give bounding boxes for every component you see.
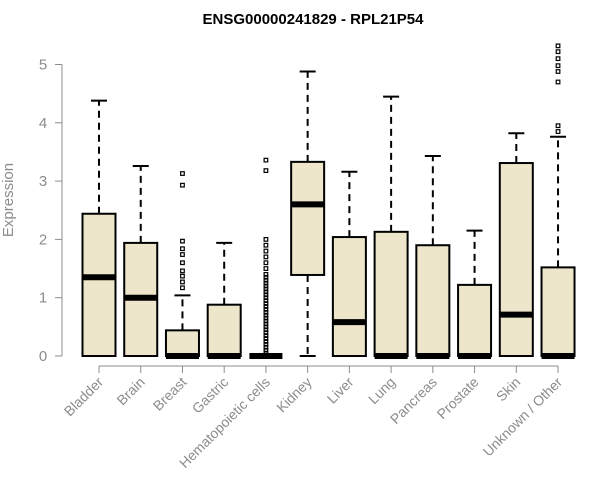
outlier-point [555,56,561,62]
outlier-point [180,268,185,274]
outlier-point [263,347,269,353]
outlier-point [263,277,269,283]
box-bladder [81,99,117,357]
outlier-point [263,333,269,338]
box-pancreas [415,155,451,359]
y-axis: 0 1 2 3 4 5 [39,57,63,365]
y-tick-label: 1 [39,290,47,307]
outlier-point [263,248,269,254]
outlier-point [263,315,269,321]
outlier-point [263,271,269,277]
outlier-point [263,327,269,333]
x-tick-label: Bladder [61,374,107,420]
outlier-point [263,266,269,271]
y-axis-label: Expression [0,163,17,237]
outlier-point [263,339,269,344]
outlier-point [263,312,269,318]
outlier-point [555,43,561,49]
box-skin [498,132,534,357]
outlier-point [263,318,269,324]
x-tick-label: Kidney [273,374,315,416]
outlier-point [263,324,269,330]
outlier-point [263,344,269,350]
box-brain [123,164,159,357]
outlier-point [263,274,269,280]
box-gastric [206,241,242,359]
outlier-point [263,237,269,242]
outlier-point [263,301,269,306]
x-tick-label: Lung [365,374,398,407]
outlier-point [263,321,269,327]
box-iqr [81,212,117,357]
outlier-point [263,306,269,312]
outlier-point [180,285,185,291]
box-iqr [498,162,534,357]
outlier-point [263,242,269,248]
outlier-point [180,238,185,244]
box-iqr [164,329,200,357]
outlier-point [180,171,185,176]
box-hematopoietic-cells [249,157,283,359]
outlier-point [180,273,185,279]
outlier-point [263,280,269,286]
outlier-point [263,157,269,163]
y-tick-label: 0 [39,348,47,365]
outlier-point [555,63,561,69]
box-breast [164,171,200,359]
x-tick-label: Skin [493,374,524,405]
x-tick-label: Breast [150,374,190,414]
chart-title: ENSG00000241829 - RPL21P54 [203,11,425,28]
box-iqr [373,230,409,357]
box-iqr [457,283,493,357]
outlier-point [263,341,269,347]
y-tick-label: 5 [39,57,47,74]
box-unknown-other [540,43,576,359]
outlier-point [180,252,185,257]
outlier-point [263,309,269,315]
outlier-point [263,283,269,289]
outlier-point [263,298,269,304]
box-iqr [290,160,326,276]
outlier-point [555,49,561,55]
y-tick-label: 4 [39,115,47,132]
outlier-point [263,350,269,356]
outlier-point [555,79,561,85]
outlier-point [263,260,269,266]
y-tick-label: 2 [39,231,47,248]
outlier-point [263,289,269,295]
box-iqr [415,244,451,357]
outlier-point [263,168,269,174]
outlier-point [263,330,269,336]
outlier-point [263,286,269,292]
box-iqr [206,303,242,358]
box-liver [331,170,367,357]
outlier-point [180,182,185,188]
x-tick-label: Prostate [434,374,482,422]
outlier-point [555,123,561,129]
outlier-point [555,69,561,74]
outlier-point [263,254,269,260]
outlier-point [180,260,185,266]
outlier-point [555,129,561,134]
outlier-point [180,279,185,285]
box-prostate [457,229,493,359]
box-iqr [540,266,576,357]
outlier-point [263,304,269,309]
y-tick-label: 3 [39,173,47,190]
x-tick-label: Liver [324,374,357,407]
outlier-point [263,292,269,298]
box-lung [373,95,409,359]
outlier-point [180,246,185,252]
box-kidney [290,70,326,357]
boxes-group [81,43,576,359]
outlier-point [263,295,269,301]
x-tick-label: Brain [113,374,147,408]
outlier-point [263,336,269,341]
x-tick-label: Unknown / Other [480,374,566,460]
box-iqr [331,236,367,357]
